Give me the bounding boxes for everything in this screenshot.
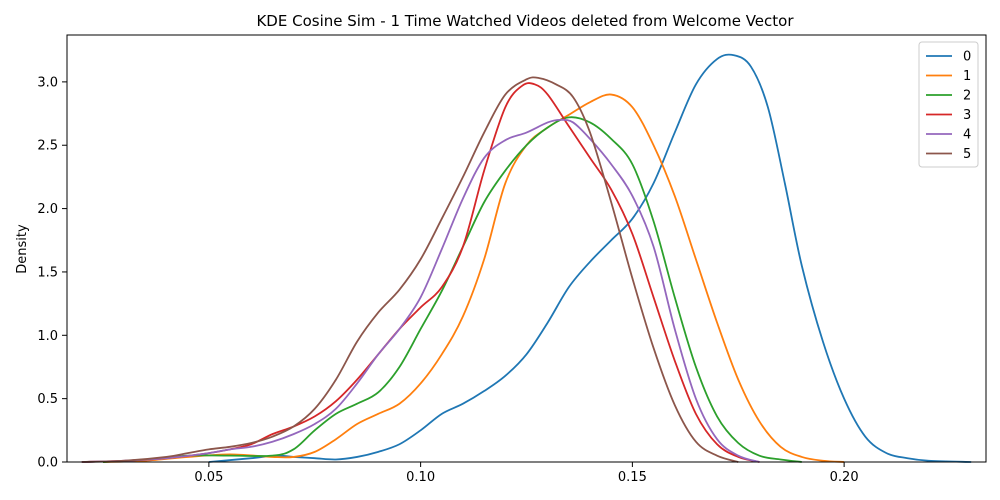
legend-label-3: 3 bbox=[963, 108, 971, 123]
legend-label-5: 5 bbox=[963, 147, 971, 162]
y-tick-label: 1.0 bbox=[37, 329, 58, 344]
plot-frame bbox=[66, 34, 987, 463]
series-line-5 bbox=[81, 76, 739, 463]
x-tick-label: 0.20 bbox=[830, 470, 859, 485]
series-line-4 bbox=[81, 118, 760, 463]
y-tick-label: 3.0 bbox=[37, 75, 58, 90]
x-tick-label: 0.05 bbox=[194, 470, 223, 485]
y-tick-label: 0.5 bbox=[37, 392, 58, 407]
legend-box bbox=[918, 41, 979, 168]
series-line-2 bbox=[102, 116, 802, 463]
y-tick-label: 2.0 bbox=[37, 202, 58, 217]
x-tick-label: 0.15 bbox=[618, 470, 647, 485]
axes-layer: 0.05 0.10 0.15 0.20 0.0 0.5 1.0 1.5 2.0 2.5 3.0 bbox=[37, 34, 987, 485]
series-line-3 bbox=[81, 82, 760, 463]
legend-label-1: 1 bbox=[963, 69, 971, 84]
legend-label-0: 0 bbox=[963, 50, 971, 65]
y-tick-label: 1.5 bbox=[37, 265, 58, 280]
series-layer bbox=[81, 53, 972, 463]
legend-label-4: 4 bbox=[963, 128, 971, 143]
legend-label-2: 2 bbox=[963, 89, 971, 104]
series-line-0 bbox=[208, 53, 972, 463]
y-tick-label: 2.5 bbox=[37, 139, 58, 154]
series-line-1 bbox=[102, 93, 845, 463]
y-axis-label: Density bbox=[15, 224, 30, 274]
y-tick-label: 0.0 bbox=[37, 456, 58, 471]
chart-title: KDE Cosine Sim - 1 Time Watched Videos d… bbox=[256, 12, 794, 30]
x-tick-label: 0.10 bbox=[406, 470, 435, 485]
legend: 0 1 2 3 4 5 bbox=[918, 41, 979, 168]
